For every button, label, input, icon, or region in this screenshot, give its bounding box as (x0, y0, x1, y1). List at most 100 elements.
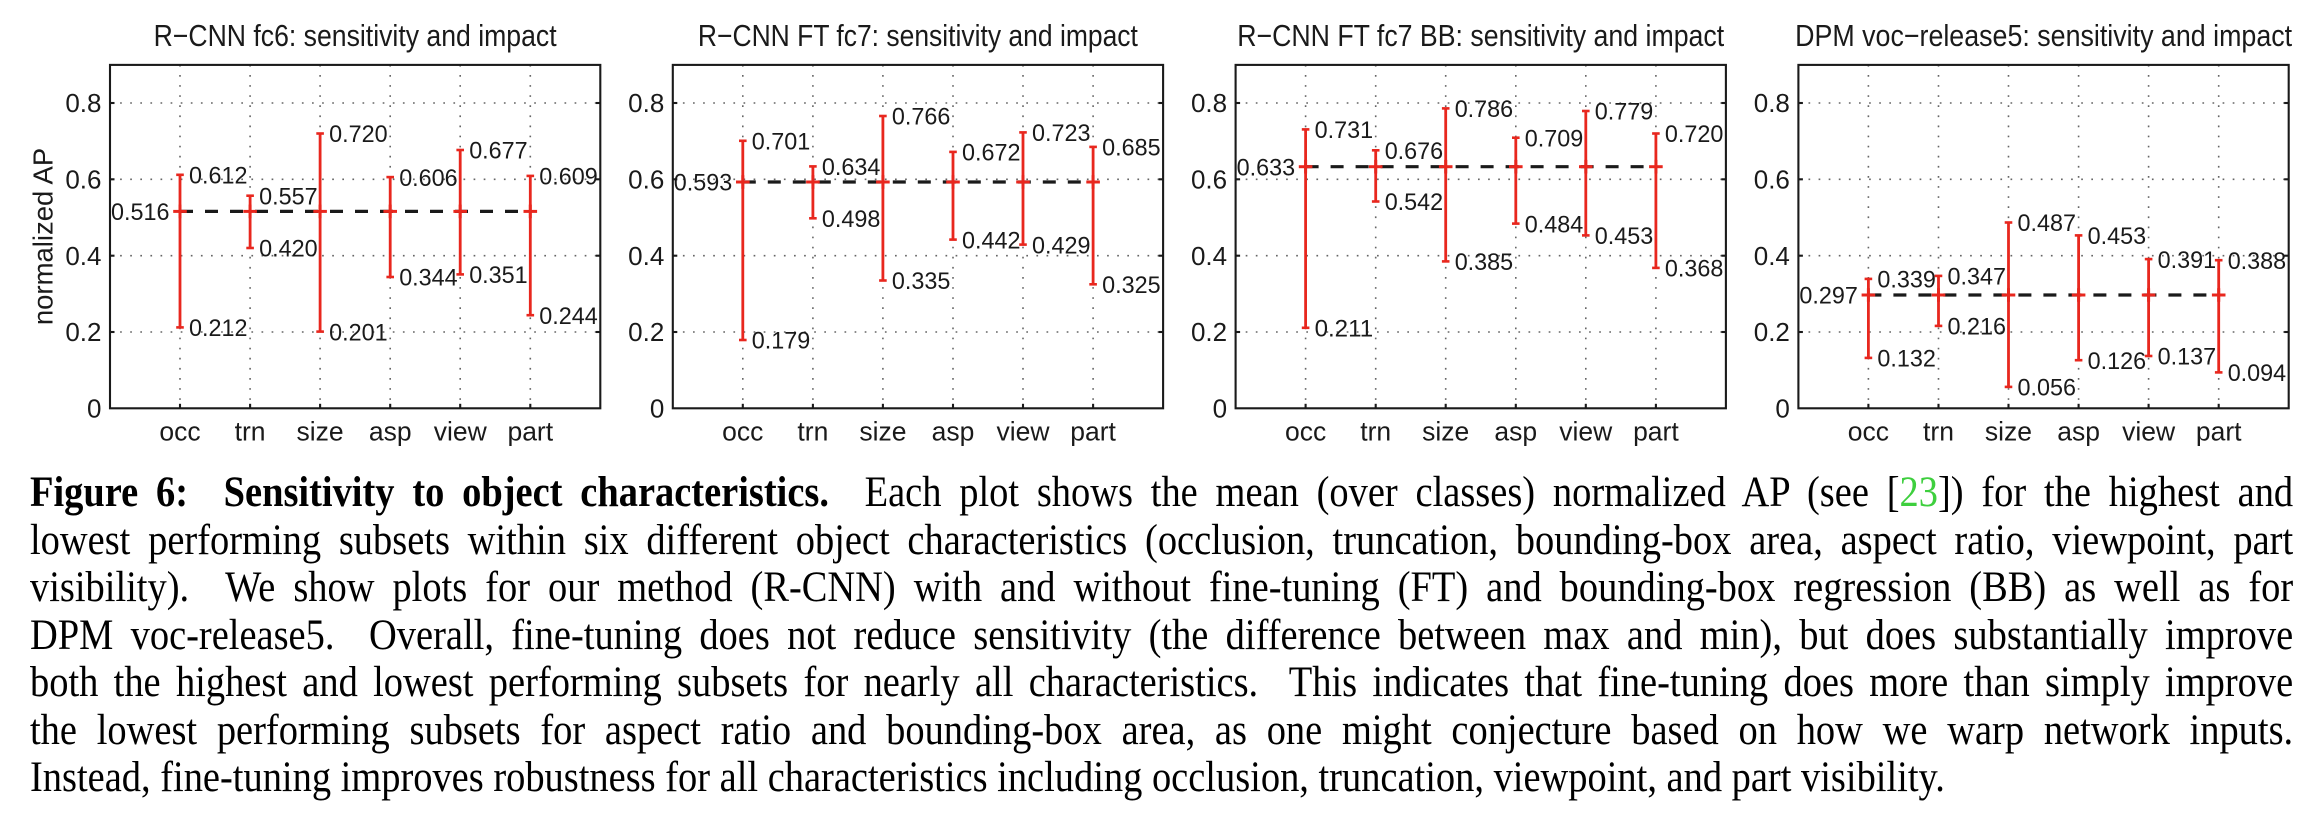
svg-text:view: view (2122, 417, 2176, 447)
svg-text:trn: trn (1923, 417, 1954, 447)
svg-text:0.484: 0.484 (1525, 211, 1584, 238)
svg-text:0.339: 0.339 (1877, 267, 1936, 294)
svg-text:0.201: 0.201 (329, 319, 388, 346)
svg-text:view: view (1559, 417, 1613, 447)
svg-text:0.6: 0.6 (65, 165, 101, 195)
svg-text:asp: asp (2057, 417, 2100, 447)
svg-text:0.606: 0.606 (399, 165, 458, 192)
svg-text:0.609: 0.609 (539, 164, 598, 191)
svg-text:0.429: 0.429 (1032, 232, 1091, 259)
svg-text:size: size (859, 417, 906, 447)
svg-text:0.8: 0.8 (65, 88, 101, 118)
svg-text:0.487: 0.487 (2018, 210, 2077, 237)
svg-text:0.056: 0.056 (2018, 375, 2077, 402)
svg-text:0.4: 0.4 (65, 241, 101, 271)
svg-text:0.2: 0.2 (1754, 317, 1790, 347)
svg-text:0.612: 0.612 (189, 163, 248, 190)
svg-text:0.6: 0.6 (628, 165, 664, 195)
svg-text:0: 0 (650, 394, 664, 424)
svg-text:size: size (1985, 417, 2032, 447)
svg-text:0.709: 0.709 (1525, 125, 1584, 152)
svg-text:trn: trn (797, 417, 828, 447)
svg-text:0.720: 0.720 (1665, 121, 1724, 148)
svg-text:DPM voc−release5: sensitivity: DPM voc−release5: sensitivity and impact (1795, 19, 2292, 53)
svg-text:0.335: 0.335 (892, 268, 951, 295)
svg-text:0.244: 0.244 (539, 303, 598, 330)
svg-text:0.4: 0.4 (1191, 241, 1227, 271)
svg-text:part: part (1633, 417, 1679, 447)
svg-text:0.766: 0.766 (892, 104, 951, 131)
svg-text:0.344: 0.344 (399, 265, 458, 292)
svg-text:asp: asp (369, 417, 412, 447)
svg-text:0.368: 0.368 (1665, 256, 1724, 283)
svg-text:0.6: 0.6 (1191, 165, 1227, 195)
svg-text:occ: occ (1848, 417, 1889, 447)
svg-text:size: size (1422, 417, 1469, 447)
svg-text:occ: occ (159, 417, 200, 447)
svg-text:0.676: 0.676 (1385, 138, 1444, 165)
svg-text:0.593: 0.593 (674, 170, 733, 197)
svg-text:0.633: 0.633 (1237, 154, 1296, 181)
svg-text:0.2: 0.2 (65, 317, 101, 347)
svg-text:0.4: 0.4 (628, 241, 664, 271)
svg-text:part: part (507, 417, 553, 447)
svg-text:0.391: 0.391 (2158, 247, 2217, 274)
svg-text:0.453: 0.453 (1595, 223, 1654, 250)
svg-text:0.094: 0.094 (2228, 360, 2287, 387)
svg-text:0.723: 0.723 (1032, 120, 1091, 147)
svg-text:0.634: 0.634 (822, 154, 881, 181)
svg-text:0.677: 0.677 (469, 138, 528, 165)
svg-text:0.6: 0.6 (1754, 165, 1790, 195)
svg-text:0.720: 0.720 (329, 121, 388, 148)
svg-text:0.388: 0.388 (2228, 248, 2287, 275)
svg-text:0.442: 0.442 (962, 227, 1021, 254)
svg-text:0.2: 0.2 (628, 317, 664, 347)
svg-text:0.685: 0.685 (1102, 135, 1161, 162)
svg-text:asp: asp (932, 417, 975, 447)
svg-text:0: 0 (87, 394, 101, 424)
svg-text:0.385: 0.385 (1455, 249, 1514, 276)
svg-text:occ: occ (1285, 417, 1326, 447)
svg-text:0.179: 0.179 (752, 328, 811, 355)
svg-text:0.701: 0.701 (752, 129, 811, 156)
svg-text:view: view (996, 417, 1050, 447)
svg-text:0.4: 0.4 (1754, 241, 1790, 271)
svg-text:normalized AP: normalized AP (28, 148, 59, 325)
svg-text:asp: asp (1494, 417, 1537, 447)
svg-text:0.325: 0.325 (1102, 272, 1161, 299)
svg-text:0.498: 0.498 (822, 206, 881, 233)
svg-text:0.216: 0.216 (1948, 314, 2007, 341)
svg-text:0.132: 0.132 (1877, 346, 1936, 373)
svg-text:0.516: 0.516 (111, 199, 170, 226)
svg-text:0: 0 (1213, 394, 1227, 424)
svg-text:0.557: 0.557 (259, 183, 318, 210)
svg-text:0.212: 0.212 (189, 315, 248, 342)
svg-text:view: view (434, 417, 488, 447)
svg-text:0.672: 0.672 (962, 140, 1021, 167)
svg-text:trn: trn (235, 417, 266, 447)
svg-text:0.126: 0.126 (2088, 348, 2147, 375)
svg-text:part: part (1070, 417, 1116, 447)
svg-text:0.542: 0.542 (1385, 189, 1444, 216)
svg-text:R−CNN FT fc7 BB: sensitivity a: R−CNN FT fc7 BB: sensitivity and impact (1237, 19, 1724, 53)
svg-text:0.786: 0.786 (1455, 96, 1514, 123)
svg-text:0.2: 0.2 (1191, 317, 1227, 347)
svg-text:0.137: 0.137 (2158, 344, 2217, 371)
svg-text:0.297: 0.297 (1799, 283, 1858, 310)
svg-text:trn: trn (1360, 417, 1391, 447)
svg-text:0.420: 0.420 (259, 236, 318, 263)
svg-text:0.779: 0.779 (1595, 99, 1654, 126)
svg-text:part: part (2196, 417, 2242, 447)
svg-text:0.8: 0.8 (1191, 88, 1227, 118)
svg-text:0.8: 0.8 (1754, 88, 1790, 118)
svg-text:0.453: 0.453 (2088, 223, 2147, 250)
svg-text:0.8: 0.8 (628, 88, 664, 118)
svg-text:0: 0 (1775, 394, 1789, 424)
svg-text:0.211: 0.211 (1315, 316, 1374, 343)
svg-text:0.351: 0.351 (469, 262, 528, 289)
svg-text:occ: occ (722, 417, 763, 447)
svg-text:0.731: 0.731 (1315, 117, 1374, 144)
svg-text:0.347: 0.347 (1948, 264, 2007, 291)
svg-text:R−CNN fc6: sensitivity and imp: R−CNN fc6: sensitivity and impact (154, 19, 557, 53)
svg-text:R−CNN FT fc7: sensitivity and: R−CNN FT fc7: sensitivity and impact (698, 19, 1138, 53)
